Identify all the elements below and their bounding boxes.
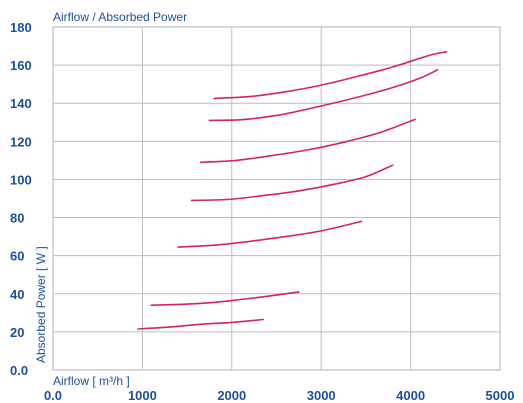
plot-frame [52,26,501,371]
y-tick-label: 100 [10,172,32,187]
y-tick-label: 80 [10,211,24,226]
y-tick-label: 40 [10,287,24,302]
series-line-4 [190,164,394,202]
y-axis-label: Absorbed Power [ W ] [34,246,48,363]
grid [52,26,501,371]
x-tick-label: 0.0 [44,388,62,403]
x-tick-label: 5000 [486,388,515,403]
y-tick-label: 60 [10,249,24,264]
x-tick-label: 1000 [128,388,157,403]
series-lines [137,51,448,330]
series-line-3 [177,220,363,248]
series-line-7 [213,51,448,100]
y-tick-label: 0.0 [10,363,28,378]
series-line-1 [137,318,264,330]
x-tick-label: 2000 [217,388,246,403]
y-tick-label: 120 [10,134,32,149]
x-tick-label: 3000 [307,388,336,403]
y-tick-label: 140 [10,96,32,111]
series-line-5 [199,118,416,164]
x-tick-label: 4000 [396,388,425,403]
y-tick-label: 180 [10,20,32,35]
series-line-2 [150,291,300,306]
chart-title: Airflow / Absorbed Power [53,10,187,24]
y-tick-label: 20 [10,325,24,340]
x-axis-label: Airflow [ m³/h ] [53,374,130,388]
series-line-6 [208,69,439,122]
axis-ticks: 0.0 1000 2000 3000 4000 5000 0.0 20 40 60 80 100 120… [10,20,514,403]
y-tick-label: 160 [10,58,32,73]
